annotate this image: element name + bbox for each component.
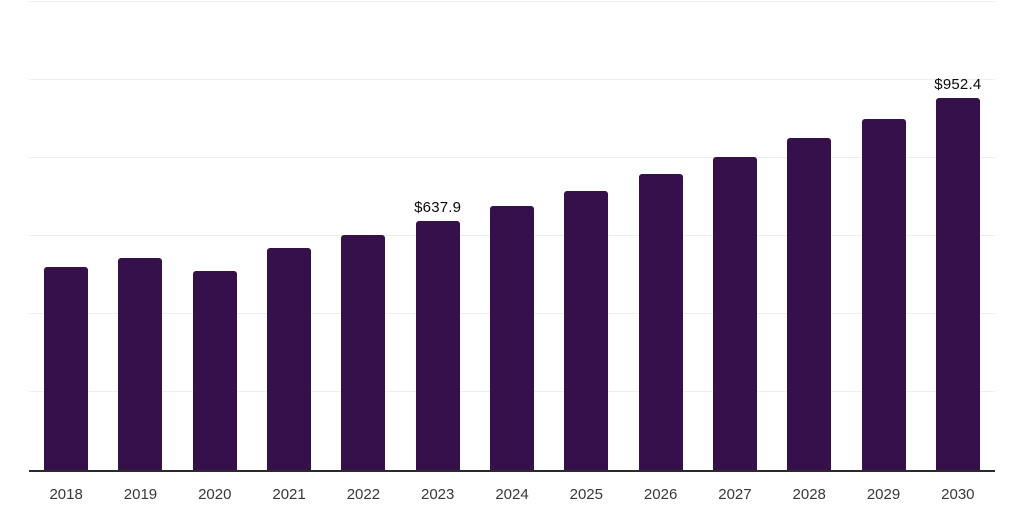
- x-axis-label-2029: 2029: [866, 485, 901, 503]
- bar-2026: [638, 174, 683, 470]
- bar-2019: [118, 257, 163, 470]
- gridline: [29, 0, 995, 2]
- bar-2025: [564, 190, 609, 470]
- bar-2021: [267, 247, 312, 470]
- plot-area: 2018 2019 2020 2021 2022 $637.9 2023 2024 2025 20…: [29, 0, 995, 503]
- bar-2029: [861, 118, 906, 470]
- gridline: [29, 78, 995, 80]
- bar-2027: [712, 156, 757, 470]
- x-axis-label-2020: 2020: [198, 485, 232, 503]
- bar-2023: [415, 220, 460, 470]
- gridline: [29, 156, 995, 158]
- x-axis-label-2030: 2030: [941, 485, 975, 503]
- bar-2018: [44, 266, 89, 470]
- x-axis-label-2025: 2025: [569, 485, 603, 503]
- x-axis-label-2024: 2024: [495, 485, 529, 503]
- x-axis-label-2019: 2019: [123, 485, 158, 503]
- bar-value-label-2023: $637.9: [414, 198, 462, 216]
- bar-2030: [935, 98, 980, 470]
- x-axis-label-2022: 2022: [346, 485, 381, 503]
- bar-2028: [787, 138, 832, 470]
- x-axis-line: [29, 469, 995, 472]
- x-axis-label-2026: 2026: [643, 485, 678, 503]
- x-axis-label-2027: 2027: [718, 485, 752, 503]
- x-axis-label-2021: 2021: [272, 485, 306, 503]
- bar-2024: [490, 206, 534, 470]
- bar-value-label-2030: $952.4: [934, 76, 982, 94]
- bar-2022: [341, 235, 386, 470]
- x-axis-label-2018: 2018: [49, 485, 83, 503]
- x-axis-label-2023: 2023: [421, 485, 455, 503]
- bar-2020: [192, 270, 237, 470]
- x-axis-label-2028: 2028: [792, 485, 826, 503]
